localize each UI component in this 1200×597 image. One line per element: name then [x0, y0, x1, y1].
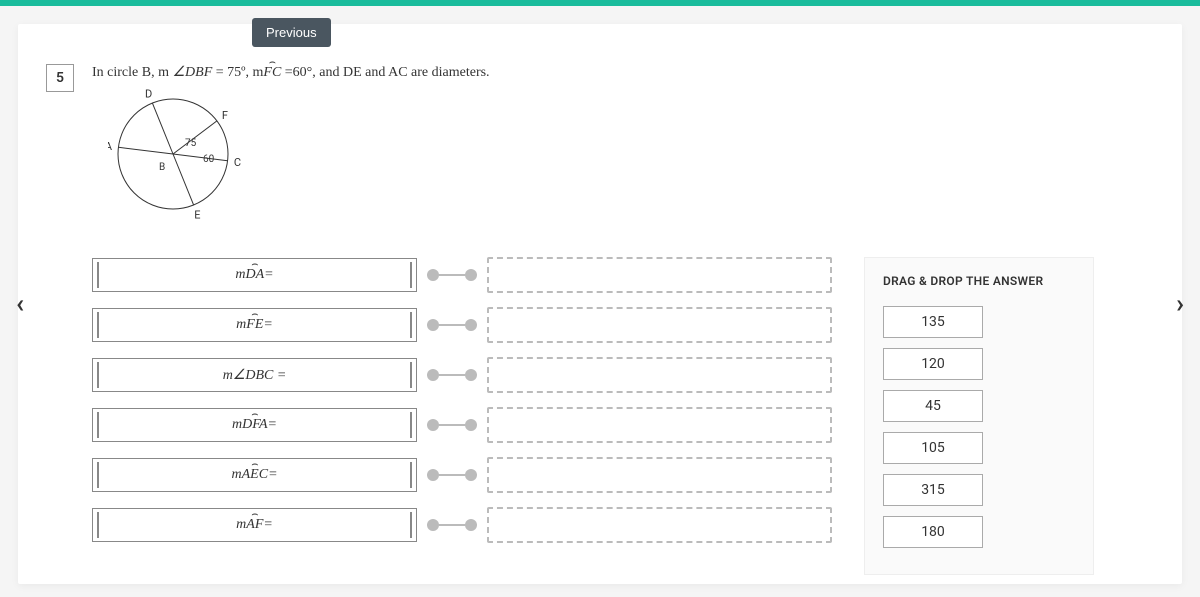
answer-options: 135 120 45 105 315 180: [883, 306, 1075, 548]
connector: [417, 319, 487, 331]
rows-area: mDA = mFE = m∠DBC = mDFA = mAEC = mAF = DRAG …: [92, 257, 1132, 575]
drop-target[interactable]: [487, 507, 832, 543]
equation-label: mFE =: [92, 308, 417, 342]
answer-chip[interactable]: 180: [883, 516, 983, 548]
answer-chip[interactable]: 120: [883, 348, 983, 380]
svg-text:F: F: [222, 109, 228, 122]
svg-text:E: E: [194, 208, 200, 221]
connector: [417, 419, 487, 431]
drop-target[interactable]: [487, 457, 832, 493]
connector-dot-left: [427, 519, 439, 531]
drop-target[interactable]: [487, 357, 832, 393]
answer-chip[interactable]: 135: [883, 306, 983, 338]
drop-target[interactable]: [487, 407, 832, 443]
connector-line: [439, 274, 465, 276]
equation-label: mDFA =: [92, 408, 417, 442]
connector-line: [439, 424, 465, 426]
svg-text:60: 60: [203, 154, 215, 165]
qtext-arc: FC: [263, 65, 281, 81]
qtext-prefix: In circle B, m: [92, 65, 172, 80]
equation-row: mAF =: [92, 507, 832, 543]
question-number: 5: [46, 64, 74, 92]
connector-dot-right: [465, 419, 477, 431]
connector: [417, 369, 487, 381]
drop-target[interactable]: [487, 257, 832, 293]
equation-label: mAF =: [92, 508, 417, 542]
connector-dot-right: [465, 269, 477, 281]
previous-button[interactable]: Previous: [252, 18, 331, 47]
svg-text:D: D: [145, 89, 152, 101]
answer-chip[interactable]: 315: [883, 474, 983, 506]
question-content: 5 In circle B, m ∠DBF = 75º, mFC =60°, a…: [18, 24, 1182, 595]
equation-label: mDA =: [92, 258, 417, 292]
circle-diagram: D A F C E B 75 60: [108, 89, 1132, 233]
connector: [417, 269, 487, 281]
connector: [417, 469, 487, 481]
qtext-angle: ∠DBF: [172, 65, 212, 80]
nav-prev-chevron[interactable]: ‹: [16, 289, 24, 319]
equation-label: mAEC =: [92, 458, 417, 492]
connector-dot-left: [427, 369, 439, 381]
svg-text:75: 75: [185, 138, 197, 149]
qtext-eq2: =60°, and DE and AC are diameters.: [281, 65, 489, 80]
equation-row: mDFA =: [92, 407, 832, 443]
equation-row: mAEC =: [92, 457, 832, 493]
equation-row: mDA =: [92, 257, 832, 293]
connector: [417, 519, 487, 531]
connector-line: [439, 474, 465, 476]
connector-dot-right: [465, 469, 477, 481]
diagram-svg: D A F C E B 75 60: [108, 89, 268, 229]
connector-line: [439, 374, 465, 376]
question-body: In circle B, m ∠DBF = 75º, mFC =60°, and…: [92, 64, 1132, 575]
connector-dot-right: [465, 369, 477, 381]
answer-panel: DRAG & DROP THE ANSWER 135 120 45 105 315 180: [864, 257, 1094, 575]
answer-chip[interactable]: 45: [883, 390, 983, 422]
equation-row: m∠DBC =: [92, 357, 832, 393]
question-card: Previous ‹ › 5 In circle B, m ∠DBF = 75º…: [18, 24, 1182, 584]
equation-row: mFE =: [92, 307, 832, 343]
equation-label: m∠DBC =: [92, 358, 417, 392]
connector-dot-left: [427, 269, 439, 281]
connector-dot-left: [427, 319, 439, 331]
rows-container: mDA = mFE = m∠DBC = mDFA = mAEC = mAF =: [92, 257, 832, 575]
svg-text:A: A: [108, 140, 113, 153]
nav-next-chevron[interactable]: ›: [1176, 289, 1184, 319]
question-text: In circle B, m ∠DBF = 75º, mFC =60°, and…: [92, 64, 1132, 81]
top-accent-bar: [0, 0, 1200, 6]
qtext-eq1: = 75º, m: [212, 65, 263, 80]
connector-dot-left: [427, 469, 439, 481]
connector-dot-right: [465, 519, 477, 531]
connector-line: [439, 524, 465, 526]
answer-panel-title: DRAG & DROP THE ANSWER: [883, 274, 1075, 288]
drop-target[interactable]: [487, 307, 832, 343]
svg-text:B: B: [159, 162, 165, 173]
connector-dot-left: [427, 419, 439, 431]
svg-text:C: C: [234, 156, 241, 169]
connector-dot-right: [465, 319, 477, 331]
answer-chip[interactable]: 105: [883, 432, 983, 464]
connector-line: [439, 324, 465, 326]
